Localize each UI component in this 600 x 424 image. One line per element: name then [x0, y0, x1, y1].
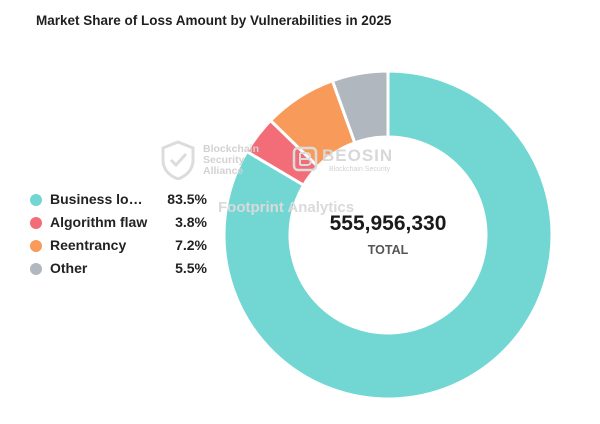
- legend-label: Algorithm flaw: [50, 214, 148, 230]
- donut-slice-0[interactable]: [222, 69, 554, 401]
- legend-item-business-logic[interactable]: Business lo… 83.5%: [30, 190, 215, 213]
- legend-value: 5.5%: [175, 260, 207, 276]
- legend-label: Business lo…: [50, 191, 143, 207]
- legend-dot: [30, 217, 42, 229]
- legend-value: 3.8%: [175, 214, 207, 230]
- bsa-line-2: Security: [203, 154, 245, 166]
- beosin-subtext: Blockchain Security: [329, 166, 391, 173]
- legend-dot: [30, 194, 42, 206]
- beosin-logo-icon: [292, 146, 318, 172]
- legend-item-other[interactable]: Other 5.5%: [30, 259, 215, 282]
- legend-value: 83.5%: [167, 191, 207, 207]
- legend-item-algorithm-flaw[interactable]: Algorithm flaw 3.8%: [30, 213, 215, 236]
- legend-label: Other: [50, 260, 88, 276]
- chart-title: Market Share of Loss Amount by Vulnerabi…: [36, 13, 392, 28]
- center-total-value: 555,956,330: [329, 212, 447, 235]
- donut-slice-3[interactable]: [330, 69, 390, 145]
- center-total-label: TOTAL: [367, 243, 409, 257]
- legend-value: 7.2%: [175, 237, 207, 253]
- footprint-watermark: Footprint Analytics: [218, 199, 355, 216]
- legend-label: Reentrancy: [50, 237, 127, 253]
- legend-item-reentrancy[interactable]: Reentrancy 7.2%: [30, 236, 215, 259]
- shield-logo-icon: [161, 140, 195, 180]
- bsa-line-3: Alliance: [203, 165, 244, 177]
- legend: Business lo… 83.5% Algorithm flaw 3.8% R…: [30, 190, 215, 282]
- beosin-text: BEOSIN: [322, 146, 394, 165]
- legend-dot: [30, 240, 42, 252]
- legend-dot: [30, 263, 42, 275]
- bsa-line-1: Blockchain: [203, 143, 260, 155]
